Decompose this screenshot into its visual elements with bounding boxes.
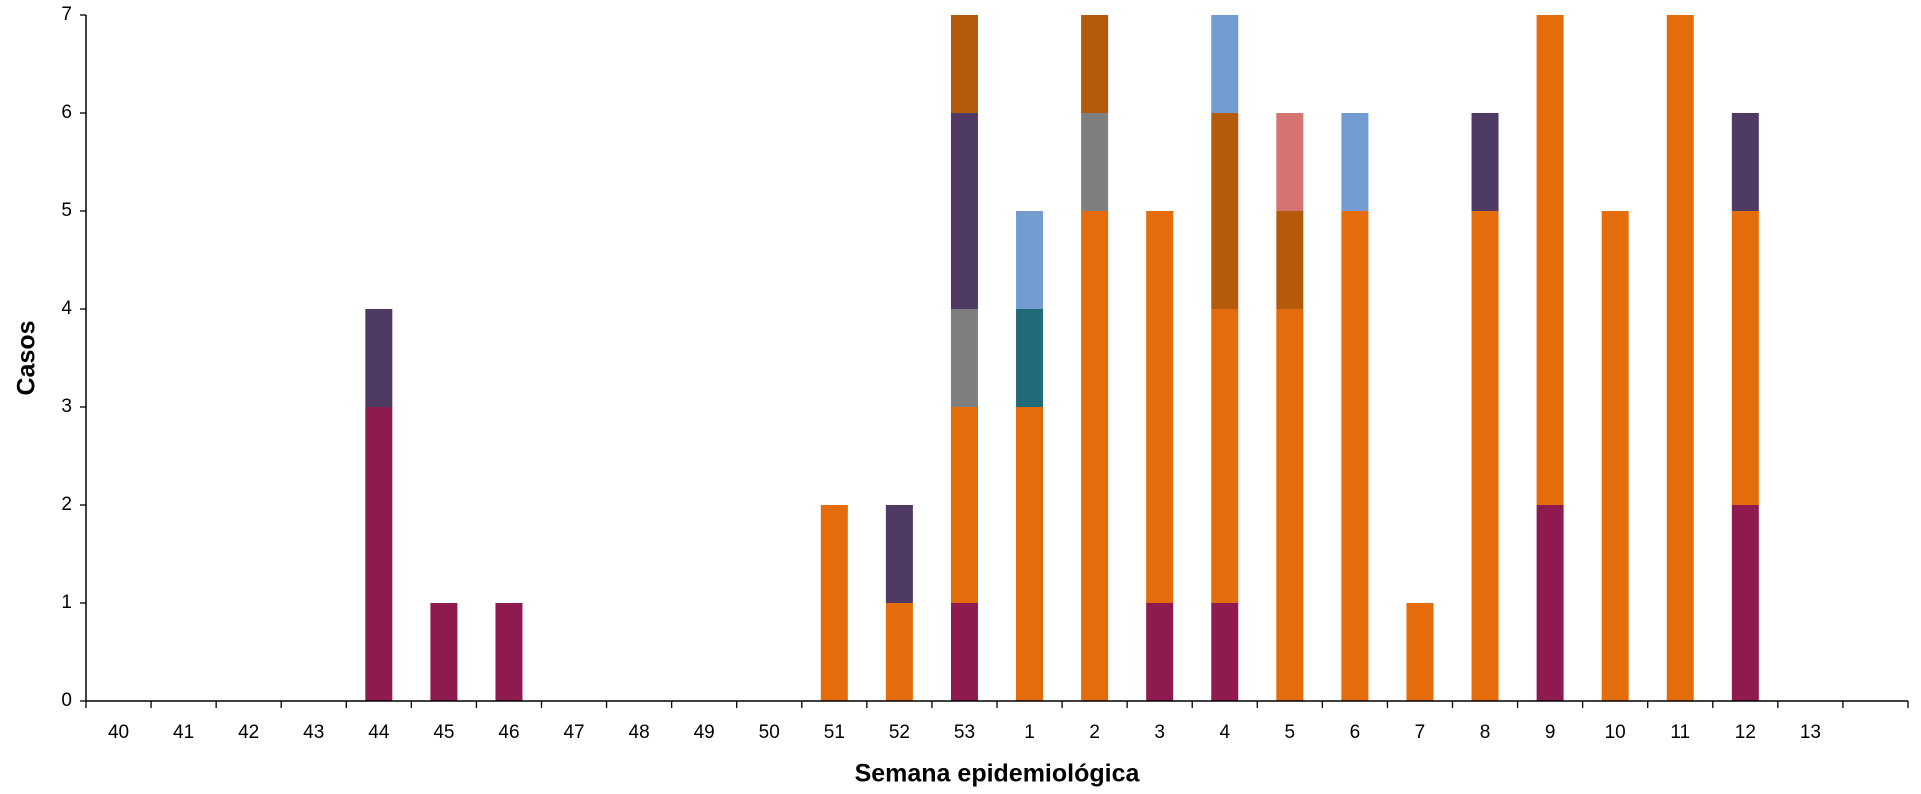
x-tick-label: 7	[1415, 722, 1426, 743]
bar-segment	[1341, 113, 1369, 211]
bar-segment	[1666, 15, 1694, 701]
y-tick-label: 1	[61, 592, 72, 613]
y-tick-label: 2	[61, 494, 72, 515]
bar-segment	[1211, 309, 1239, 603]
y-tick-label: 6	[61, 102, 72, 123]
bar-segment	[1731, 211, 1759, 505]
x-tick-label: 9	[1545, 722, 1556, 743]
bar-segment	[950, 113, 978, 309]
x-tick-label: 44	[368, 722, 390, 743]
y-tick-label: 4	[61, 298, 72, 319]
bar-segment	[365, 309, 393, 407]
bar-segment	[1081, 15, 1109, 113]
x-tick-label: 1	[1024, 722, 1035, 743]
x-tick-label: 10	[1605, 722, 1626, 743]
x-tick-label: 4	[1219, 722, 1230, 743]
bar-segment	[950, 407, 978, 603]
bar-segment	[1016, 407, 1044, 701]
bar-segment	[1731, 505, 1759, 701]
x-tick-label: 49	[694, 722, 715, 743]
x-tick-label: 3	[1154, 722, 1165, 743]
x-tick-label: 52	[889, 722, 910, 743]
x-tick-label: 53	[954, 722, 975, 743]
x-tick-label: 48	[629, 722, 650, 743]
bar-segment	[1276, 309, 1304, 701]
bar-segment	[1536, 15, 1564, 505]
bar-segment	[1081, 211, 1109, 701]
x-tick-label: 51	[824, 722, 845, 743]
x-tick-label: 11	[1670, 722, 1690, 743]
bar-segment	[495, 603, 523, 701]
bar-segment	[1536, 505, 1564, 701]
y-tick-label: 0	[61, 690, 72, 711]
x-tick-label: 42	[238, 722, 259, 743]
x-tick-label: 5	[1285, 722, 1296, 743]
y-tick-label: 7	[61, 4, 72, 25]
x-tick-label: 40	[108, 722, 129, 743]
x-tick-label: 46	[498, 722, 519, 743]
x-tick-label: 2	[1089, 722, 1100, 743]
bar-segment	[1146, 603, 1174, 701]
x-axis-title: Semana epidemiológica	[855, 760, 1141, 788]
bar-segment	[950, 309, 978, 407]
bar-segment	[1341, 211, 1369, 701]
bar-segment	[1276, 113, 1304, 211]
bar-segment	[1731, 113, 1759, 211]
bar-segment	[1211, 113, 1239, 309]
bar-segment	[1016, 211, 1044, 309]
bar-segment	[1081, 113, 1109, 211]
x-tick-label: 6	[1350, 722, 1361, 743]
x-tick-label: 50	[759, 722, 780, 743]
bar-segment	[1471, 211, 1499, 701]
bar-segment	[885, 505, 913, 603]
bar-segment	[1406, 603, 1434, 701]
bar-segment	[1211, 15, 1239, 113]
bar-segment	[820, 505, 848, 701]
x-tick-label: 45	[433, 722, 454, 743]
bar-segment	[950, 603, 978, 701]
bar-segment	[885, 603, 913, 701]
y-tick-label: 5	[61, 200, 72, 221]
bar-segment	[1146, 211, 1174, 603]
bar-segment	[1211, 603, 1239, 701]
bar-segment	[430, 603, 458, 701]
bar-segment	[1471, 113, 1499, 211]
bar-segment	[1016, 309, 1044, 407]
x-tick-label: 41	[173, 722, 194, 743]
x-tick-label: 47	[563, 722, 584, 743]
x-tick-label: 43	[303, 722, 324, 743]
x-tick-label: 12	[1735, 722, 1756, 743]
y-tick-label: 3	[61, 396, 72, 417]
x-tick-label: 8	[1480, 722, 1491, 743]
bar-segment	[365, 407, 393, 701]
bar-segment	[1601, 211, 1629, 701]
bar-segment	[950, 15, 978, 113]
bar-segment	[1276, 211, 1304, 309]
x-tick-label: 13	[1800, 722, 1821, 743]
y-axis-title: Casos	[13, 320, 41, 395]
